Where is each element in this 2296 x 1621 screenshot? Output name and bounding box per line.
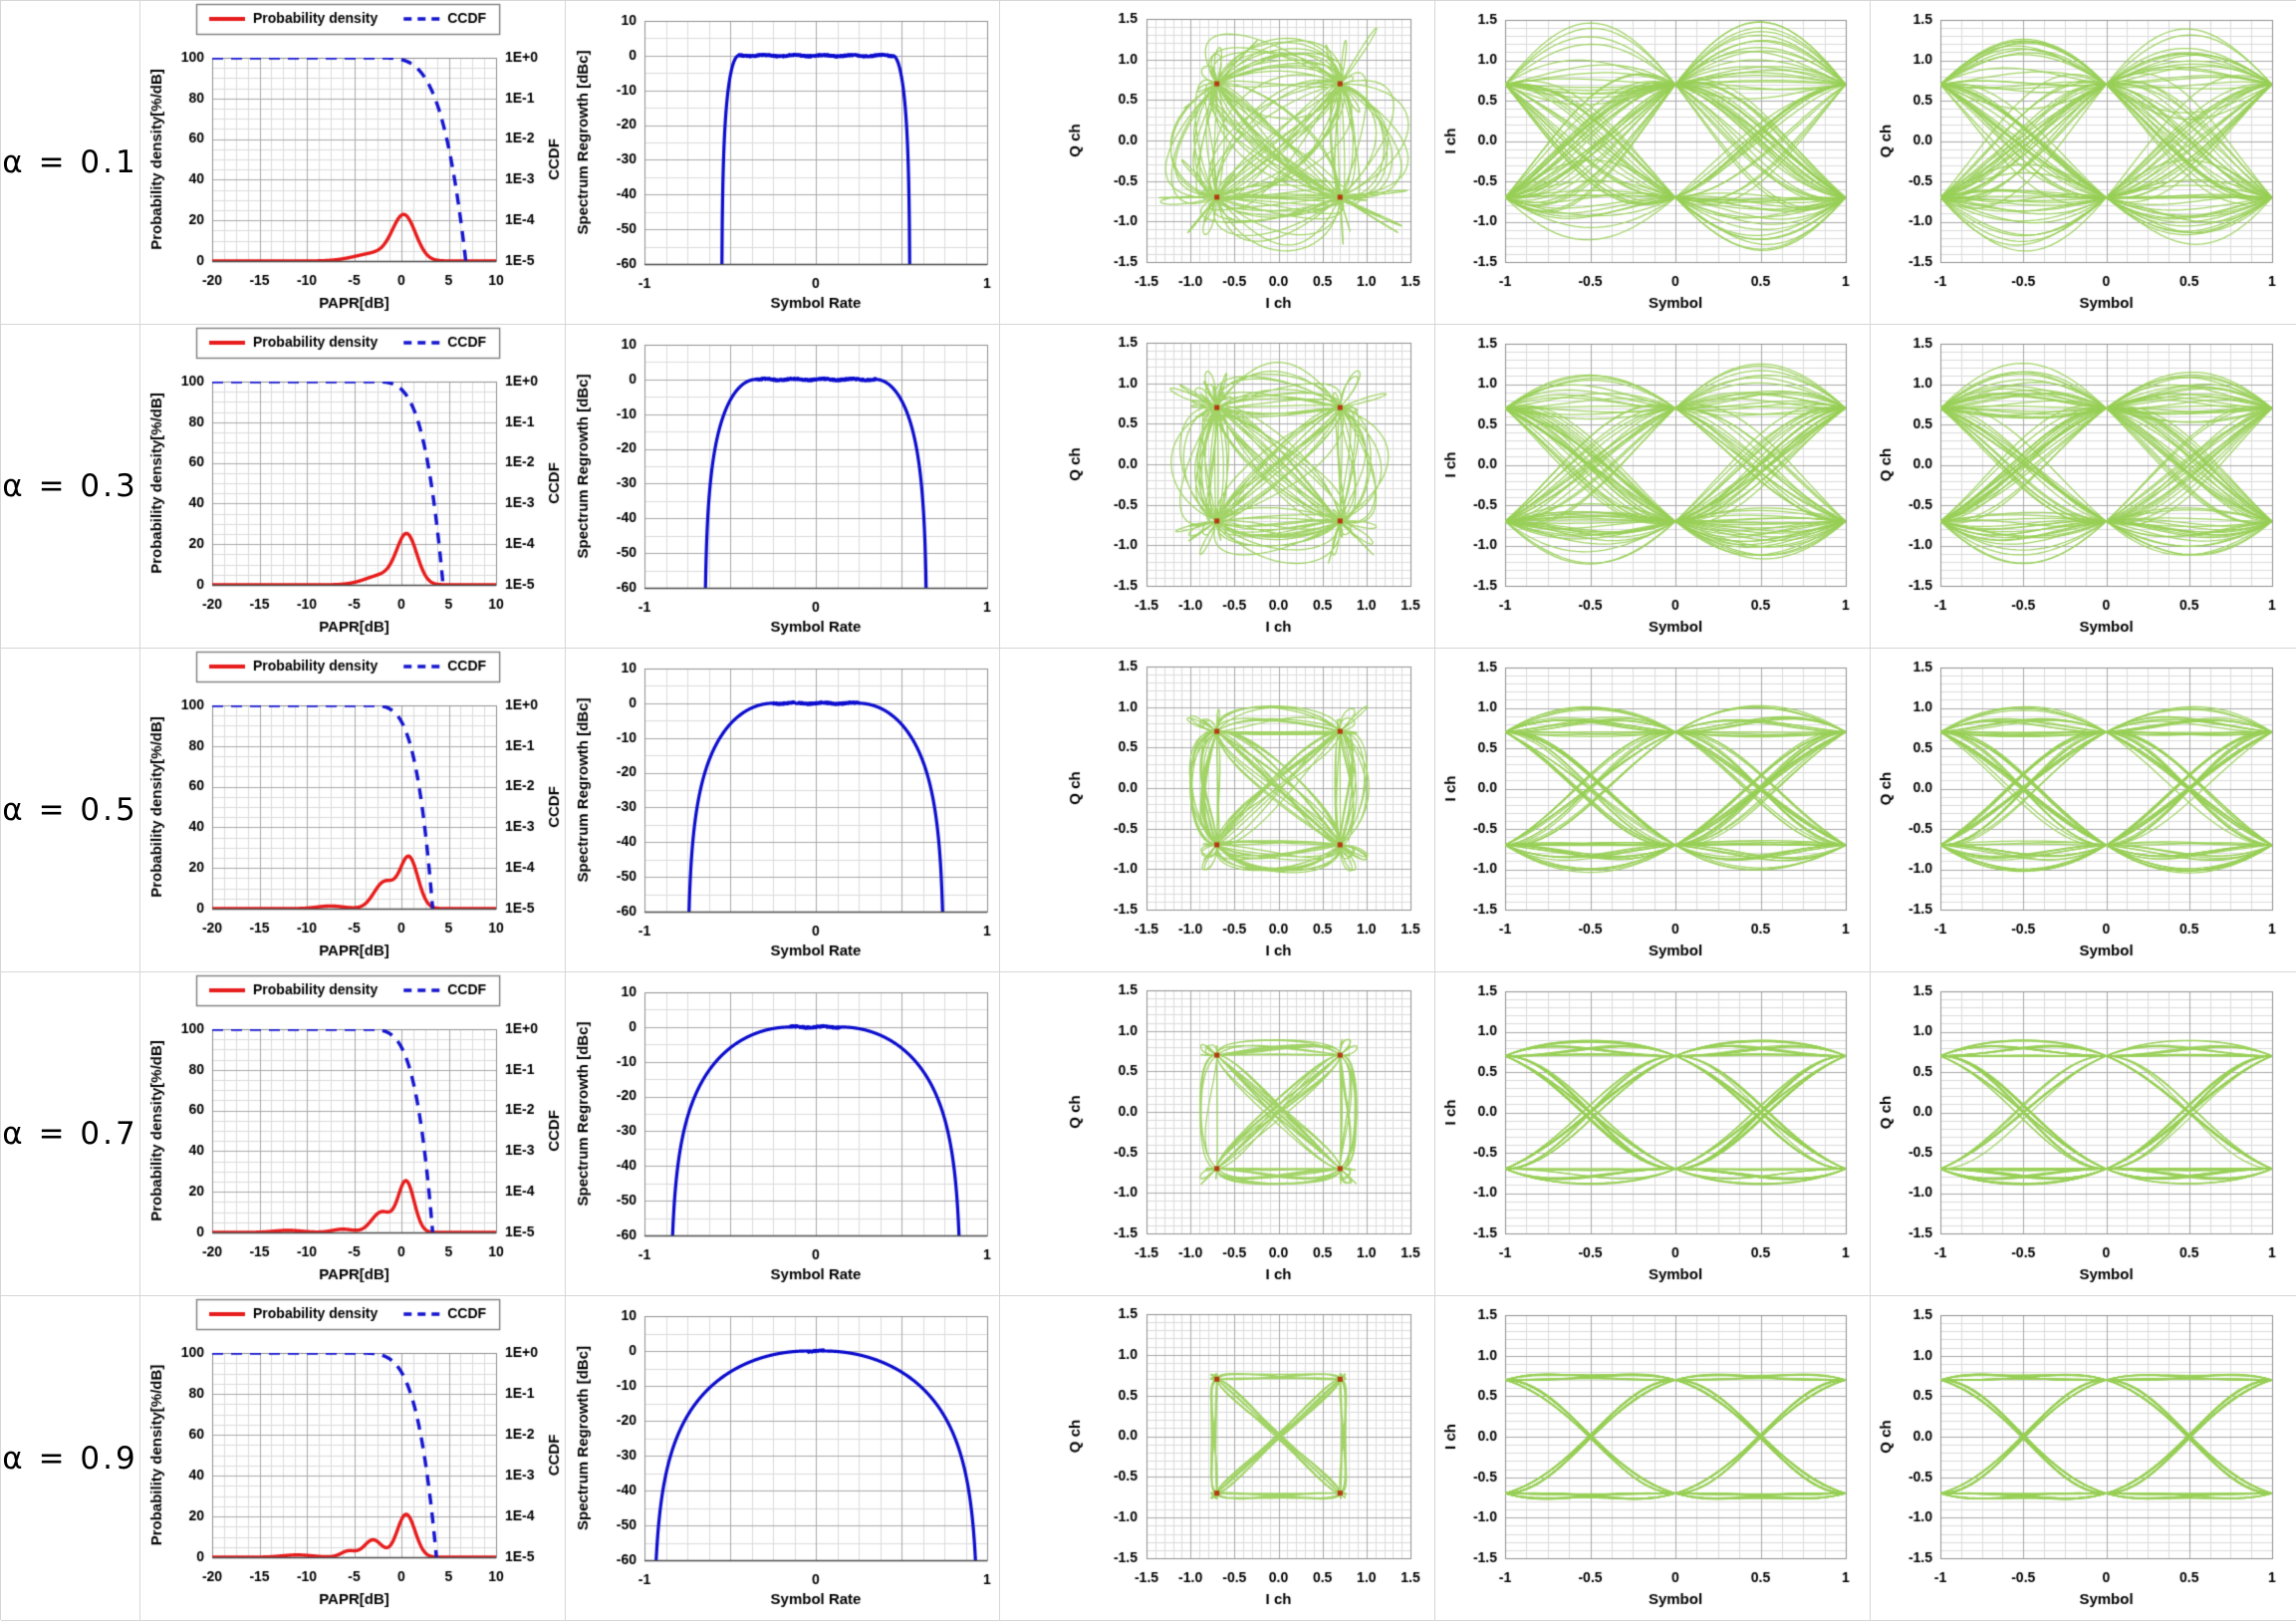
constellation-chart-cell-2: [1000, 325, 1435, 649]
papr-ccdf-chart-cell-2: [140, 325, 566, 649]
constellation-chart: [1000, 325, 1434, 648]
papr-ccdf-chart-cell-4: [140, 972, 566, 1296]
eye-diagram-q-chart: [1871, 325, 2296, 648]
constellation-chart-cell-5: [1000, 1296, 1435, 1621]
constellation-chart: [1000, 649, 1434, 971]
row-label-cell-5: α = 0.9: [1, 1296, 140, 1621]
constellation-chart: [1000, 1296, 1434, 1620]
row-label-cell-2: α = 0.3: [1, 325, 140, 649]
eye-diagram-q-chart: [1871, 1296, 2296, 1620]
eye-diagram-i-chart: [1435, 972, 1870, 1295]
alpha-label-3: α = 0.5: [2, 792, 138, 828]
papr-ccdf-chart: [140, 649, 565, 971]
papr-ccdf-chart: [140, 1296, 565, 1620]
eye-diagram-i-chart: [1435, 325, 1870, 648]
eye-diagram-q-chart: [1871, 1, 2296, 324]
eye-diagram-i-chart: [1435, 1296, 1870, 1620]
spectrum-chart-cell-5: [566, 1296, 1000, 1621]
alpha-label-4: α = 0.7: [2, 1116, 138, 1152]
spectrum-chart-cell-4: [566, 972, 1000, 1296]
spectrum-regrowth-chart: [566, 972, 999, 1295]
constellation-chart-cell-4: [1000, 972, 1435, 1296]
papr-ccdf-chart: [140, 972, 565, 1295]
spectrum-regrowth-chart: [566, 325, 999, 648]
constellation-chart: [1000, 972, 1434, 1295]
spectrum-regrowth-chart: [566, 1, 999, 324]
eye-diagram-i-chart: [1435, 649, 1870, 971]
eye-q-chart-cell-2: [1871, 325, 2296, 649]
eye-i-chart-cell-3: [1435, 649, 1871, 972]
papr-ccdf-chart-cell-1: [140, 1, 566, 325]
papr-ccdf-chart: [140, 325, 565, 648]
eye-q-chart-cell-3: [1871, 649, 2296, 972]
papr-ccdf-chart: [140, 1, 565, 324]
eye-q-chart-cell-4: [1871, 972, 2296, 1296]
spectrum-chart-cell-1: [566, 1, 1000, 325]
eye-i-chart-cell-4: [1435, 972, 1871, 1296]
eye-q-chart-cell-5: [1871, 1296, 2296, 1621]
constellation-chart: [1000, 1, 1434, 324]
alpha-label-2: α = 0.3: [2, 468, 138, 504]
papr-ccdf-chart-cell-3: [140, 649, 566, 972]
row-label-cell-3: α = 0.5: [1, 649, 140, 972]
eye-i-chart-cell-5: [1435, 1296, 1871, 1621]
eye-q-chart-cell-1: [1871, 1, 2296, 325]
spectrum-regrowth-chart: [566, 1296, 999, 1620]
alpha-label-1: α = 0.1: [2, 144, 138, 180]
row-label-cell-4: α = 0.7: [1, 972, 140, 1296]
row-label-cell-1: α = 0.1: [1, 1, 140, 325]
papr-ccdf-chart-cell-5: [140, 1296, 566, 1621]
spectrum-chart-cell-2: [566, 325, 1000, 649]
eye-i-chart-cell-2: [1435, 325, 1871, 649]
eye-diagram-i-chart: [1435, 1, 1870, 324]
eye-i-chart-cell-1: [1435, 1, 1871, 325]
spectrum-regrowth-chart: [566, 649, 999, 971]
constellation-chart-cell-1: [1000, 1, 1435, 325]
eye-diagram-q-chart: [1871, 972, 2296, 1295]
eye-diagram-q-chart: [1871, 649, 2296, 971]
alpha-label-5: α = 0.9: [2, 1440, 138, 1477]
constellation-chart-cell-3: [1000, 649, 1435, 972]
spectrum-chart-cell-3: [566, 649, 1000, 972]
